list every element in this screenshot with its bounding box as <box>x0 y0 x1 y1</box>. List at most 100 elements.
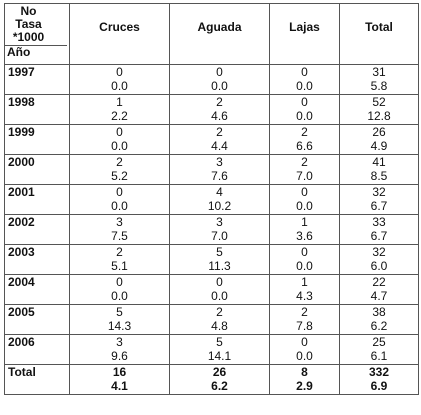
rate-value: 4.1 <box>111 379 128 393</box>
table-row: 1997 0 0.0 0 0.0 0 0.0 31 5.8 <box>4 64 419 95</box>
case-count: 1 <box>116 95 123 109</box>
corner-header: No Tasa *1000 Año <box>4 3 70 65</box>
value-cell: 0 0.0 <box>269 64 340 95</box>
value-cell: 1 2.2 <box>69 94 170 125</box>
rate-value: 0.0 <box>296 79 313 93</box>
case-count: 33 <box>372 215 386 229</box>
case-count: 0 <box>116 125 123 139</box>
rate-value: 2.2 <box>111 109 128 123</box>
rate-value: 7.0 <box>296 169 313 183</box>
rate-value: 7.8 <box>296 319 313 333</box>
rate-value: 3.6 <box>296 229 313 243</box>
case-count: 2 <box>216 125 223 139</box>
rate-value: 4.6 <box>211 109 228 123</box>
table-row: 2000 2 5.2 3 7.6 2 7.0 41 8.5 <box>4 154 419 185</box>
rate-value: 6.6 <box>296 139 313 153</box>
case-count: 2 <box>301 155 308 169</box>
value-cell: 0 0.0 <box>69 124 170 155</box>
case-count: 32 <box>372 245 386 259</box>
rate-value: 11.3 <box>208 259 231 273</box>
case-count: 2 <box>116 155 123 169</box>
value-cell: 2 7.8 <box>269 304 340 335</box>
rate-value: 0.0 <box>296 259 313 273</box>
value-cell: 4 10.2 <box>169 184 270 215</box>
rate-value: 0.0 <box>111 79 128 93</box>
value-cell: 0 0.0 <box>69 274 170 305</box>
case-count: 26 <box>372 125 386 139</box>
value-cell: 22 4.7 <box>339 274 419 305</box>
value-cell: 52 12.8 <box>339 94 419 125</box>
rate-value: 7.0 <box>211 229 228 243</box>
table-row: 2001 0 0.0 4 10.2 0 0.0 32 6.7 <box>4 184 419 215</box>
case-count: 2 <box>216 95 223 109</box>
case-count: 32 <box>372 185 386 199</box>
rate-value: 0.0 <box>296 349 313 363</box>
value-cell: 0 0.0 <box>269 244 340 275</box>
case-count: 0 <box>116 275 123 289</box>
year-cell: 2002 <box>4 214 70 245</box>
rate-value: 5.8 <box>370 79 388 93</box>
rate-value: 6.2 <box>370 319 388 333</box>
value-cell: 32 6.0 <box>339 244 419 275</box>
rate-value: 8.5 <box>370 169 388 183</box>
case-count: 3 <box>116 215 123 229</box>
value-cell: 0 0.0 <box>169 274 270 305</box>
value-cell: 3 7.0 <box>169 214 270 245</box>
value-cell: 25 6.1 <box>339 334 419 365</box>
case-count: 3 <box>216 215 223 229</box>
value-cell: 1 3.6 <box>269 214 340 245</box>
rate-value: 4.9 <box>370 139 388 153</box>
rate-value: 6.7 <box>370 229 388 243</box>
rate-value: 5.2 <box>111 169 128 183</box>
rate-value: 6.7 <box>370 199 388 213</box>
corner-per-thousand: *1000 <box>12 30 45 44</box>
rate-value: 12.8 <box>367 109 391 123</box>
value-cell: 3 7.6 <box>169 154 270 185</box>
rate-value: 6.2 <box>211 379 228 393</box>
case-count: 5 <box>216 335 223 349</box>
table-row: 2003 2 5.1 5 11.3 0 0.0 32 6.0 <box>4 244 419 275</box>
total-row: Total 16 4.1 26 6.2 8 2.9 332 6.9 <box>4 364 419 395</box>
value-cell: 2 4.8 <box>169 304 270 335</box>
table-row: 2002 3 7.5 3 7.0 1 3.6 33 6.7 <box>4 214 419 245</box>
case-count: 0 <box>116 185 123 199</box>
corner-no: No <box>20 4 37 18</box>
case-count: 332 <box>368 365 390 379</box>
rate-value: 0.0 <box>296 199 313 213</box>
table-row: 2006 3 9.6 5 14.1 0 0.0 25 6.1 <box>4 334 419 365</box>
year-cell: 1999 <box>4 124 70 155</box>
value-cell: 3 9.6 <box>69 334 170 365</box>
rate-value: 10.2 <box>207 199 232 213</box>
table-row: 1999 0 0.0 2 4.4 2 6.6 26 4.9 <box>4 124 419 155</box>
value-cell: 0 0.0 <box>269 94 340 125</box>
value-cell: 33 6.7 <box>339 214 419 245</box>
year-cell: 1998 <box>4 94 70 125</box>
case-count: 0 <box>301 65 308 79</box>
value-cell: 0 0.0 <box>269 184 340 215</box>
case-count: 2 <box>301 305 308 319</box>
rate-value: 4.7 <box>370 289 388 303</box>
value-cell: 8 2.9 <box>269 364 340 395</box>
rate-value: 6.0 <box>370 259 388 273</box>
value-cell: 26 4.9 <box>339 124 419 155</box>
total-label: Total <box>4 364 70 395</box>
case-count: 8 <box>301 365 308 379</box>
rate-value: 0.0 <box>211 79 228 93</box>
rate-value: 14.1 <box>207 349 232 363</box>
rate-value: 4.8 <box>211 319 228 333</box>
value-cell: 0 0.0 <box>269 334 340 365</box>
case-count: 22 <box>372 275 386 289</box>
case-count: 1 <box>301 215 308 229</box>
value-cell: 31 5.8 <box>339 64 419 95</box>
value-cell: 332 6.9 <box>339 364 419 395</box>
year-cell: 2004 <box>4 274 70 305</box>
rate-value: 14.3 <box>107 319 132 333</box>
column-header-aguada: Aguada <box>169 3 270 65</box>
case-count: 0 <box>216 65 223 79</box>
value-cell: 26 6.2 <box>169 364 270 395</box>
case-count: 5 <box>216 245 223 259</box>
table-row: 2005 5 14.3 2 4.8 2 7.8 38 6.2 <box>4 304 419 335</box>
rate-value: 9.6 <box>111 349 128 363</box>
case-count: 26 <box>212 365 227 379</box>
case-count: 52 <box>372 95 386 109</box>
